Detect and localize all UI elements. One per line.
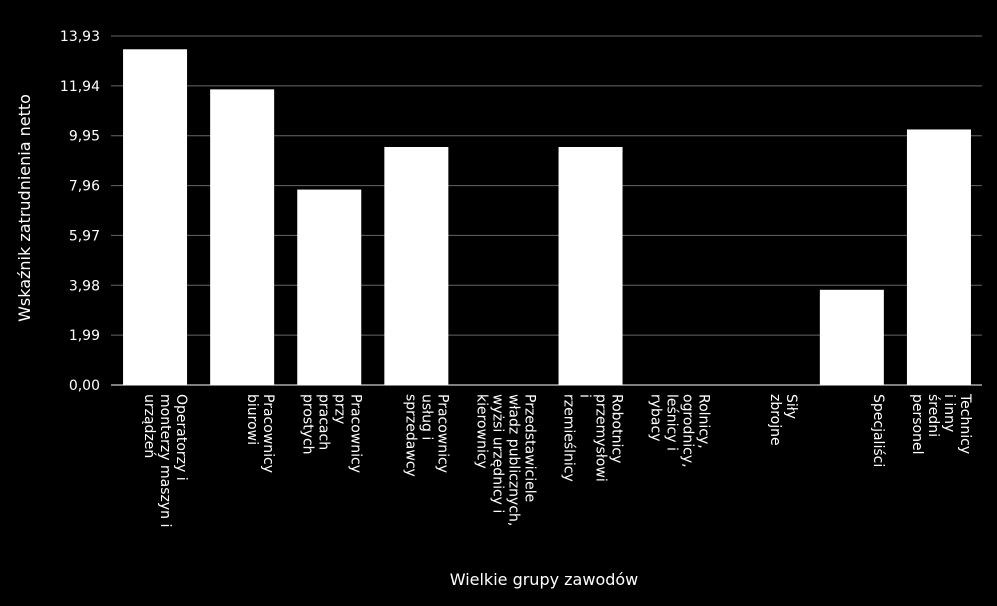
y-tick-label: 11,94 <box>60 79 100 95</box>
x-category-label-line: usług i <box>418 394 434 440</box>
bar <box>558 146 623 385</box>
x-category-label-line: Pracownicy <box>260 394 276 473</box>
x-category-label-line: pracach <box>315 394 331 450</box>
x-axis-title: Wielkie grupy zawodów <box>450 570 639 589</box>
y-tick-label: 0,00 <box>69 378 100 394</box>
bars <box>123 49 971 385</box>
x-category-label-line: ogrodnicy, <box>680 394 696 468</box>
bar <box>384 146 449 385</box>
x-category-label-line: wyżsi urzędnicy i <box>489 394 505 513</box>
x-category-label-line: przemysłowi <box>593 394 609 482</box>
x-category-label-line: leśnicy i <box>664 394 680 451</box>
x-category-label-line: urządzeń <box>141 394 157 458</box>
x-category-label-line: Przedstawiciele <box>521 394 537 502</box>
x-category-label-line: Siły <box>783 394 799 419</box>
y-tick-label: 1,99 <box>69 328 100 344</box>
x-category-label: Specjaliści <box>870 394 886 467</box>
x-category-label-line: Operatorzy i <box>173 394 189 481</box>
bar <box>819 289 884 385</box>
x-category-label-line: Robotnicy <box>609 394 625 463</box>
y-tick-label: 9,95 <box>69 129 100 145</box>
x-category-label-line: prostych <box>299 394 315 455</box>
x-category-label-line: i <box>577 394 593 398</box>
bar <box>297 189 362 385</box>
y-axis-title: Wskaźnik zatrudnienia netto <box>15 94 34 322</box>
x-category-label-line: rzemieślnicy <box>561 394 577 482</box>
x-category-label-line: zbrojne <box>767 394 783 446</box>
x-category-label-line: monterzy maszyn i <box>157 394 173 527</box>
x-category-label-line: średni <box>925 394 941 437</box>
y-tick-label: 5,97 <box>69 228 100 244</box>
x-category-label-line: kierownicy <box>473 394 489 469</box>
x-category-label-line: władz publicznych, <box>505 394 521 526</box>
x-category-label-line: Technicy <box>957 393 973 454</box>
bar <box>123 49 188 385</box>
x-category-label-line: Rolnicy, <box>696 394 712 449</box>
x-category-label-line: rybacy <box>648 394 664 442</box>
bar <box>210 89 275 385</box>
x-category-label-line: i inny <box>941 394 957 432</box>
x-category-label-line: personel <box>909 394 925 455</box>
x-category-label-line: sprzedawcy <box>402 394 418 477</box>
bar <box>906 129 971 385</box>
x-category-label-line: biurowi <box>244 394 260 445</box>
x-category-label-line: Pracownicy <box>347 394 363 473</box>
y-axis-ticks: 0,00 1,99 3,98 5,97 7,96 9,95 11,94 13,93 <box>60 29 100 394</box>
y-tick-label: 3,98 <box>69 278 100 294</box>
x-category-label-line: przy <box>331 394 347 424</box>
x-category-label-line: Specjaliści <box>870 394 886 467</box>
y-tick-label: 13,93 <box>60 29 100 45</box>
y-tick-label: 7,96 <box>69 179 100 195</box>
x-category-label-line: Pracownicy <box>434 394 450 473</box>
